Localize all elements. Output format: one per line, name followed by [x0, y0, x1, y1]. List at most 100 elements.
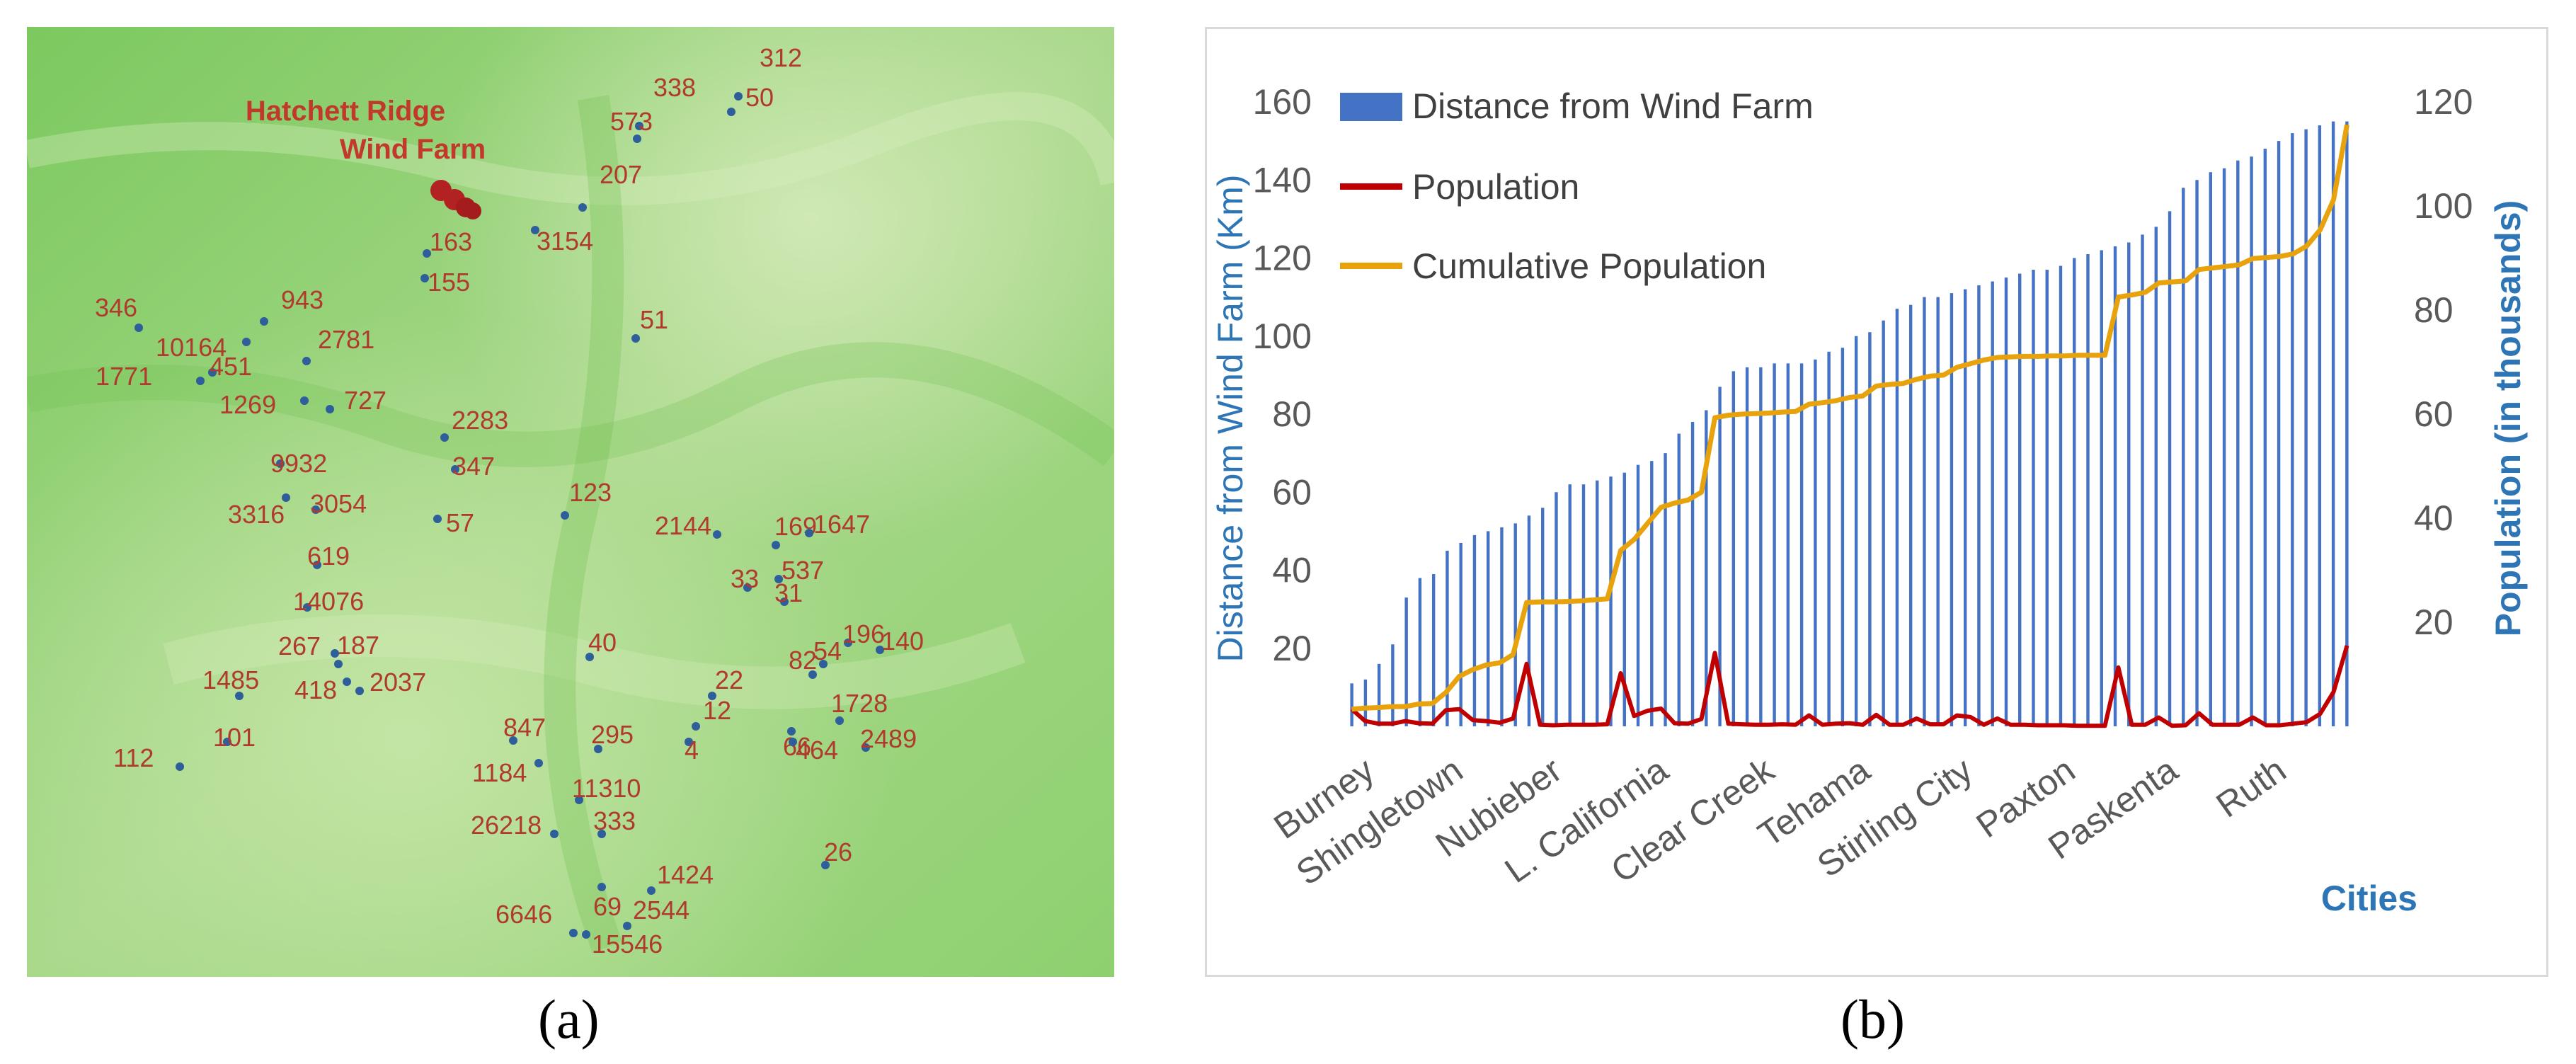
- city-label: 26218: [471, 811, 542, 840]
- city-dot[interactable]: [743, 583, 752, 592]
- distance-bar: [1581, 484, 1586, 726]
- city-label: 15546: [592, 929, 663, 959]
- city-label: 451: [210, 352, 252, 381]
- city-dot[interactable]: [433, 515, 442, 523]
- distance-bar: [1677, 433, 1681, 726]
- city-dot[interactable]: [302, 357, 311, 365]
- city-dot[interactable]: [235, 692, 244, 700]
- city-dot[interactable]: [713, 530, 721, 539]
- city-dot[interactable]: [420, 274, 429, 282]
- city-dot[interactable]: [631, 334, 640, 343]
- distance-bar: [2236, 160, 2240, 726]
- city-dot[interactable]: [423, 249, 431, 258]
- city-dot[interactable]: [569, 929, 578, 937]
- city-label: 22: [715, 665, 743, 694]
- distance-bar: [2059, 265, 2063, 726]
- legend: Distance from Wind Farm Population Cumul…: [1340, 86, 1814, 286]
- city-dot[interactable]: [276, 459, 285, 468]
- city-label: 187: [337, 631, 379, 660]
- distance-bar: [1609, 476, 1613, 726]
- city-dot[interactable]: [774, 575, 783, 583]
- city-dot[interactable]: [451, 465, 459, 474]
- city-dot[interactable]: [861, 743, 870, 752]
- city-dot[interactable]: [582, 930, 590, 939]
- city-dot[interactable]: [303, 603, 311, 612]
- city-dot[interactable]: [597, 883, 606, 891]
- city-dot[interactable]: [808, 670, 817, 679]
- city-dot[interactable]: [844, 639, 852, 647]
- city-label: 333: [593, 806, 636, 835]
- city-dot[interactable]: [789, 738, 797, 746]
- city-dot[interactable]: [819, 660, 828, 668]
- city-label: 338: [653, 73, 696, 102]
- city-dot[interactable]: [531, 226, 539, 234]
- distance-bar: [1555, 492, 1558, 726]
- city-dot[interactable]: [311, 505, 320, 514]
- city-label: 11310: [572, 774, 641, 803]
- city-dot[interactable]: [805, 529, 813, 537]
- distance-bar: [2086, 253, 2090, 726]
- city-dot[interactable]: [597, 830, 606, 838]
- distance-bar: [1977, 285, 1981, 726]
- city-dot[interactable]: [685, 738, 693, 746]
- city-dot[interactable]: [633, 135, 641, 143]
- city-dot[interactable]: [585, 653, 594, 661]
- city-dot[interactable]: [331, 649, 339, 658]
- distance-bar: [1650, 461, 1654, 726]
- city-dot[interactable]: [313, 561, 321, 569]
- city-dot[interactable]: [727, 108, 735, 116]
- legend-label-distance: Distance from Wind Farm: [1412, 86, 1814, 126]
- distance-bar: [1690, 422, 1695, 726]
- city-dot[interactable]: [534, 759, 543, 767]
- city-points: 3125033857320731541631555134610164943177…: [95, 43, 924, 959]
- left-axis-ticks: 20 40 60 80 100 120 140 160: [1253, 82, 1312, 668]
- city-dot[interactable]: [647, 886, 656, 895]
- city-dot[interactable]: [208, 368, 217, 377]
- city-dot[interactable]: [561, 511, 569, 520]
- city-dot[interactable]: [440, 433, 449, 442]
- city-dot[interactable]: [821, 861, 830, 869]
- city-dot[interactable]: [708, 692, 716, 700]
- city-dot[interactable]: [876, 646, 884, 654]
- city-dot[interactable]: [692, 722, 700, 731]
- distance-bar: [2318, 125, 2322, 726]
- city-dot[interactable]: [635, 122, 643, 130]
- distance-bar: [2154, 227, 2158, 726]
- city-dot[interactable]: [575, 796, 583, 804]
- city-dot[interactable]: [780, 597, 789, 606]
- city-dot[interactable]: [242, 338, 251, 346]
- city-dot[interactable]: [176, 762, 184, 771]
- city-dot[interactable]: [578, 203, 587, 212]
- city-dot[interactable]: [772, 541, 780, 549]
- city-dot[interactable]: [550, 830, 559, 838]
- city-dot[interactable]: [260, 317, 268, 326]
- distance-bar: [1759, 367, 1763, 726]
- wind-farm-marker[interactable]: [430, 180, 481, 219]
- city-dot[interactable]: [594, 745, 602, 753]
- distance-bar: [2345, 121, 2349, 726]
- y-tick-label: 20: [1272, 629, 1312, 668]
- city-dot[interactable]: [355, 687, 364, 695]
- city-dot[interactable]: [326, 405, 334, 413]
- city-dot[interactable]: [509, 736, 517, 745]
- city-label: 123: [569, 478, 612, 507]
- city-dot[interactable]: [334, 660, 343, 668]
- city-dot[interactable]: [734, 92, 743, 101]
- city-dot[interactable]: [196, 377, 205, 385]
- city-dot[interactable]: [835, 716, 844, 725]
- cumulative-population-line: [1351, 124, 2349, 712]
- city-dot[interactable]: [300, 396, 309, 405]
- city-dot[interactable]: [623, 922, 631, 930]
- distance-bar: [1786, 363, 1790, 726]
- distance-bar: [2073, 258, 2076, 726]
- city-dot[interactable]: [343, 677, 351, 686]
- distance-bar: [2195, 180, 2199, 726]
- distance-bar: [1908, 304, 1913, 726]
- city-dot[interactable]: [223, 738, 231, 746]
- city-dot[interactable]: [282, 493, 290, 502]
- distance-bar: [1446, 550, 1449, 726]
- distance-bar: [1513, 523, 1517, 726]
- city-dot[interactable]: [787, 727, 796, 736]
- city-label: 3054: [310, 489, 367, 518]
- city-dot[interactable]: [134, 324, 143, 332]
